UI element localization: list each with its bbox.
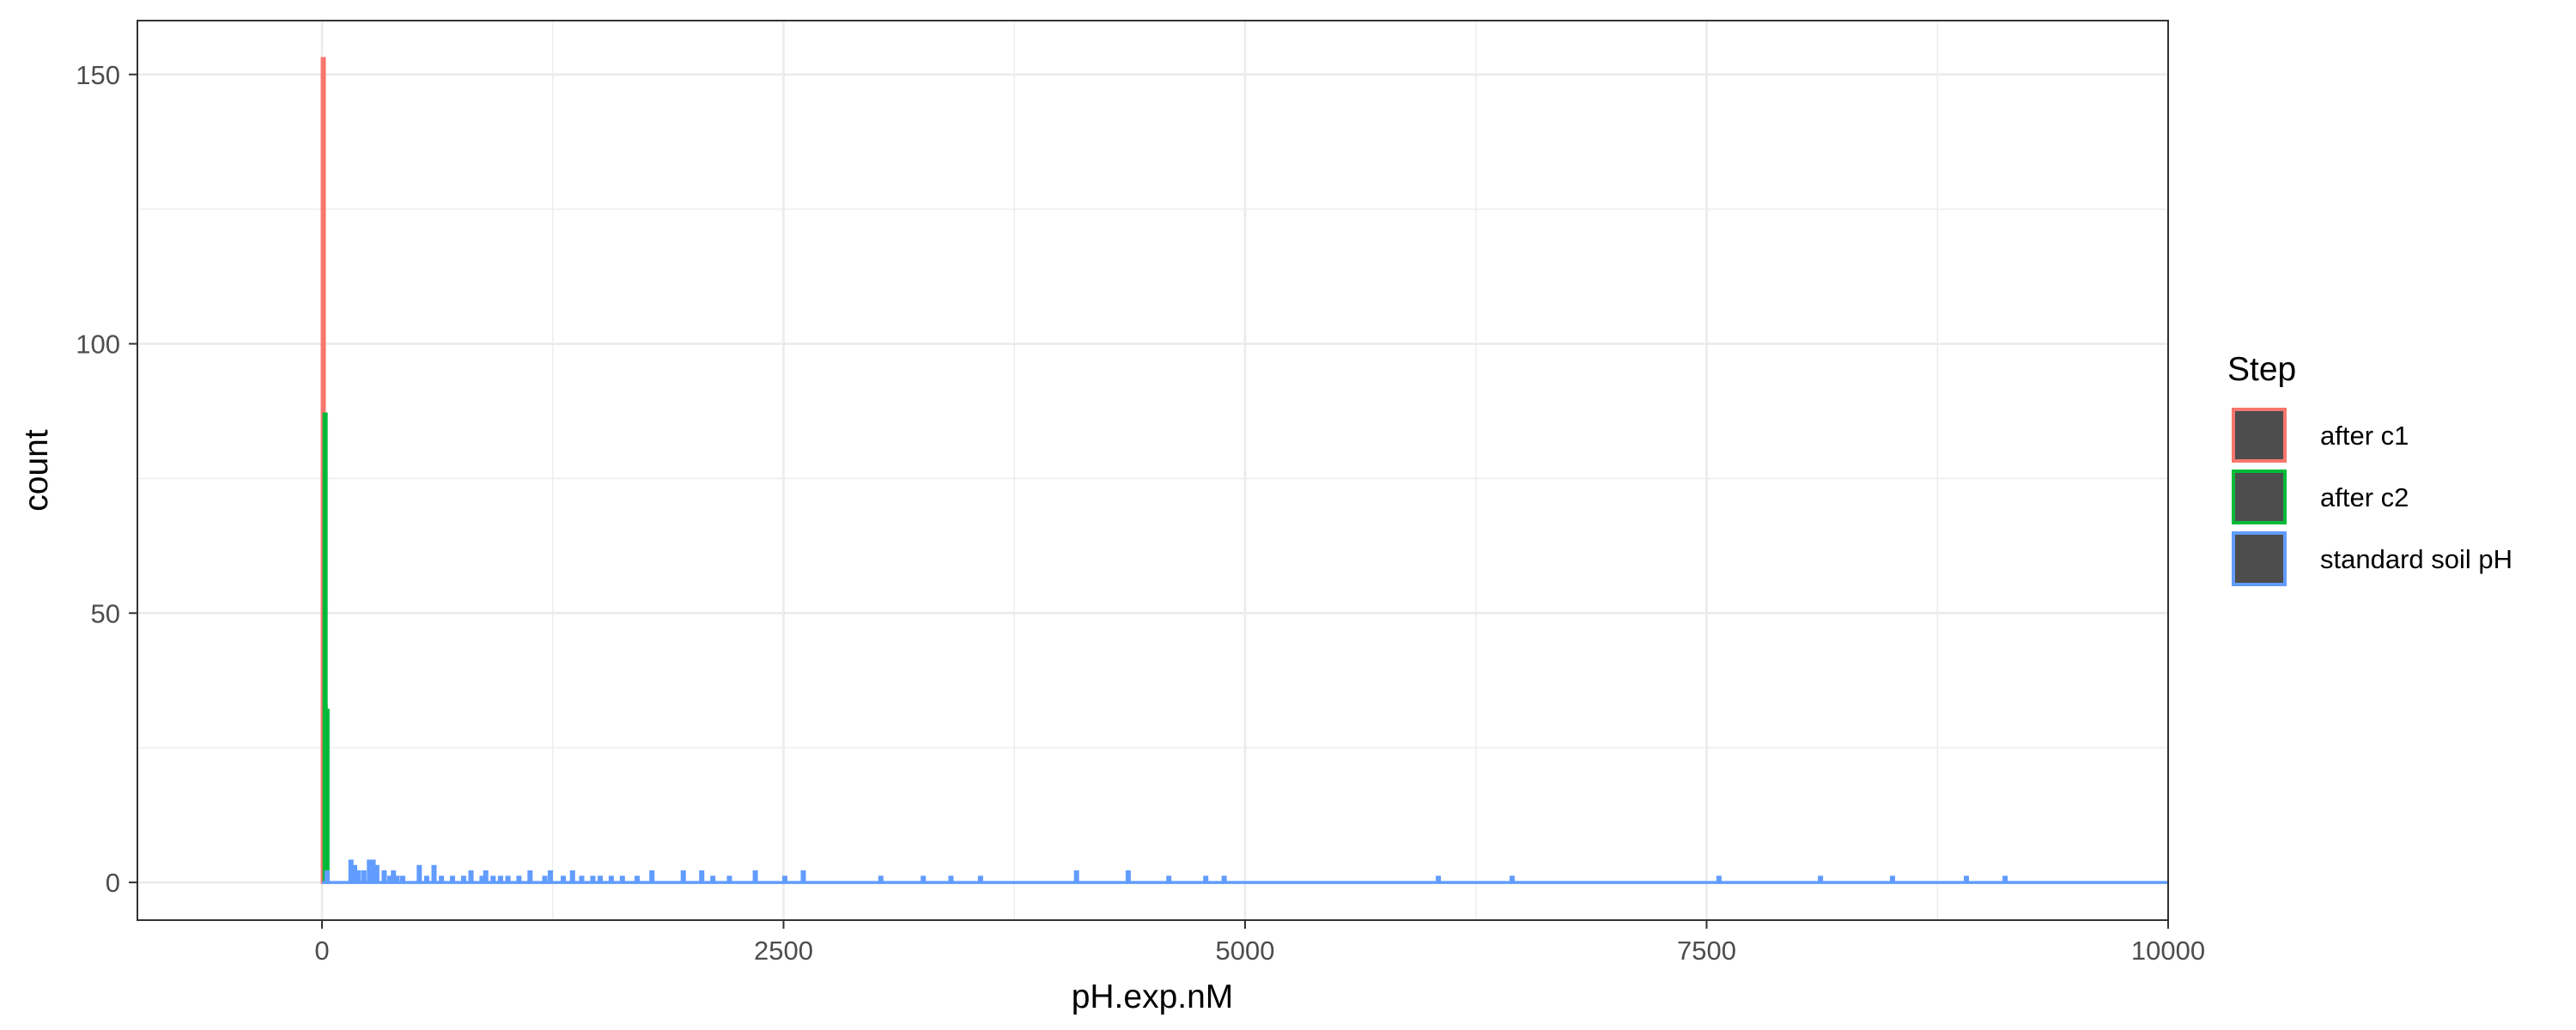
histogram-bar	[1436, 876, 1442, 884]
histogram-bar	[710, 876, 716, 884]
histogram-bar	[431, 864, 437, 884]
histogram-bar	[324, 870, 330, 884]
histogram-bar	[381, 870, 387, 884]
histogram-bar	[386, 876, 392, 884]
y-tick-label: 0	[106, 868, 120, 898]
x-tick-label: 10000	[2131, 936, 2205, 966]
legend-key	[2232, 408, 2287, 463]
histogram-bar	[391, 870, 397, 884]
histogram-bar	[1964, 876, 1969, 884]
histogram-bar	[361, 870, 367, 884]
histogram-bar	[490, 876, 496, 884]
histogram-bar	[726, 876, 732, 884]
histogram-bar	[598, 876, 603, 884]
histogram-bar	[394, 876, 400, 884]
histogram-bar	[680, 870, 686, 884]
histogram-bar	[416, 864, 422, 884]
histogram-bar	[1818, 876, 1824, 884]
histogram-bar	[547, 870, 553, 884]
histogram-bars	[320, 57, 2168, 884]
histogram-bar	[1166, 876, 1172, 884]
x-axis-title: pH.exp.nM	[1072, 978, 1234, 1015]
histogram-bar	[579, 876, 585, 884]
x-tick-label: 7500	[1677, 936, 1736, 966]
histogram-bar	[590, 876, 596, 884]
histogram-bar	[569, 870, 575, 884]
histogram-bar	[608, 876, 614, 884]
histogram-bar	[370, 859, 376, 884]
legend-label: after c2	[2320, 482, 2409, 512]
legend: Step after c1 after c2 standard soil pH	[2227, 351, 2512, 587]
histogram-bar	[527, 870, 533, 884]
legend-label: standard soil pH	[2320, 544, 2512, 574]
histogram-bar	[348, 859, 354, 884]
histogram-bar	[423, 876, 429, 884]
histogram-bar	[699, 870, 705, 884]
histogram-bar	[2002, 876, 2008, 884]
y-tick-label: 150	[76, 60, 120, 90]
histogram-bar	[505, 876, 511, 884]
histogram-bar	[1221, 876, 1227, 884]
legend-label: after c1	[2320, 421, 2409, 451]
histogram-bar	[352, 864, 358, 884]
histogram-bar	[460, 876, 466, 884]
histogram-bar	[1125, 870, 1131, 884]
histogram-bar	[878, 876, 884, 884]
legend-title: Step	[2227, 351, 2296, 388]
legend-key	[2232, 531, 2287, 586]
histogram-bar	[800, 870, 806, 884]
axes: 0 2500 5000 7500 10000 0 50 100 150	[76, 60, 2205, 966]
histogram-bar	[450, 876, 455, 884]
histogram-bar	[439, 876, 445, 884]
y-axis-title: count	[18, 429, 55, 512]
histogram-bar	[367, 859, 373, 884]
histogram-bar	[561, 876, 566, 884]
histogram-bar	[1203, 876, 1209, 884]
plot-border	[137, 20, 2169, 921]
histogram-bar	[920, 876, 927, 884]
x-tick-label: 0	[314, 936, 329, 966]
histogram-bar	[649, 870, 655, 884]
histogram-bar	[948, 876, 954, 884]
legend-key	[2232, 470, 2287, 524]
histogram-bar	[619, 876, 625, 884]
histogram-bar	[635, 876, 640, 884]
histogram-bar	[977, 876, 983, 884]
histogram-bar	[1073, 870, 1079, 884]
histogram-bar	[355, 870, 361, 884]
histogram-bar	[542, 876, 548, 884]
histogram-bar	[468, 870, 474, 884]
plot-panel	[137, 21, 2168, 920]
histogram-bar	[1716, 876, 1722, 884]
histogram-bar	[497, 876, 503, 884]
histogram-bar	[483, 870, 489, 884]
histogram-bar	[479, 876, 485, 884]
histogram-bar	[399, 876, 405, 884]
x-tick-label: 2500	[754, 936, 813, 966]
histogram-bar	[516, 876, 522, 884]
y-tick-label: 50	[91, 598, 120, 628]
y-tick-label: 100	[76, 330, 120, 360]
histogram-bar	[782, 876, 787, 884]
histogram-bar	[324, 708, 330, 884]
histogram-bar	[1890, 876, 1895, 884]
x-tick-label: 5000	[1216, 936, 1275, 966]
histogram-bar	[374, 864, 380, 884]
histogram-bar	[1510, 876, 1516, 884]
histogram-bar	[752, 870, 758, 884]
